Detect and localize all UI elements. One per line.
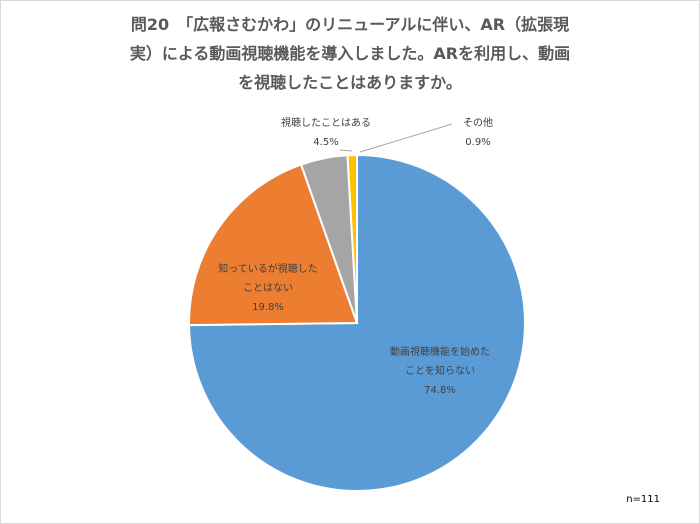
slice-category-label: ことはない — [243, 282, 293, 294]
slice-category-label: 視聴したことはある — [281, 116, 371, 129]
title-line-3: を視聴したことはありますか。 — [238, 73, 462, 92]
slice-category-label: ことを知らない — [405, 364, 475, 377]
slice-category-label: 知っているが視聴した — [218, 262, 318, 275]
leader-line-viewed — [339, 149, 353, 152]
title-line-1: 問20 「広報さむかわ」のリニューアルに伴い、AR（拡張現 — [130, 15, 570, 34]
pie-slice-other — [346, 153, 358, 324]
slice-category-label: 動画視聴機能を始めた — [390, 345, 490, 358]
title-line-2: 実）による動画視聴機能を導入しました。ARを利用し、動画 — [129, 44, 571, 63]
slice-percent-label: 19.8% — [252, 302, 284, 313]
slice-percent-label: 74.8% — [424, 385, 456, 396]
leader-line-other — [359, 123, 453, 153]
slice-category-label: その他 — [463, 116, 493, 129]
sample-size-label: n=111 — [626, 494, 660, 505]
slice-percent-label: 0.9% — [465, 137, 490, 148]
pie-slice-unaware — [187, 153, 526, 492]
chart-title: 問20 「広報さむかわ」のリニューアルに伴い、AR（拡張現 実）による動画視聴機… — [20, 10, 680, 97]
slice-percent-label: 4.5% — [313, 137, 338, 148]
slice-label-viewed: 視聴したことはある 4.5% — [281, 116, 371, 148]
slice-label-other: その他 0.9% — [463, 116, 493, 148]
